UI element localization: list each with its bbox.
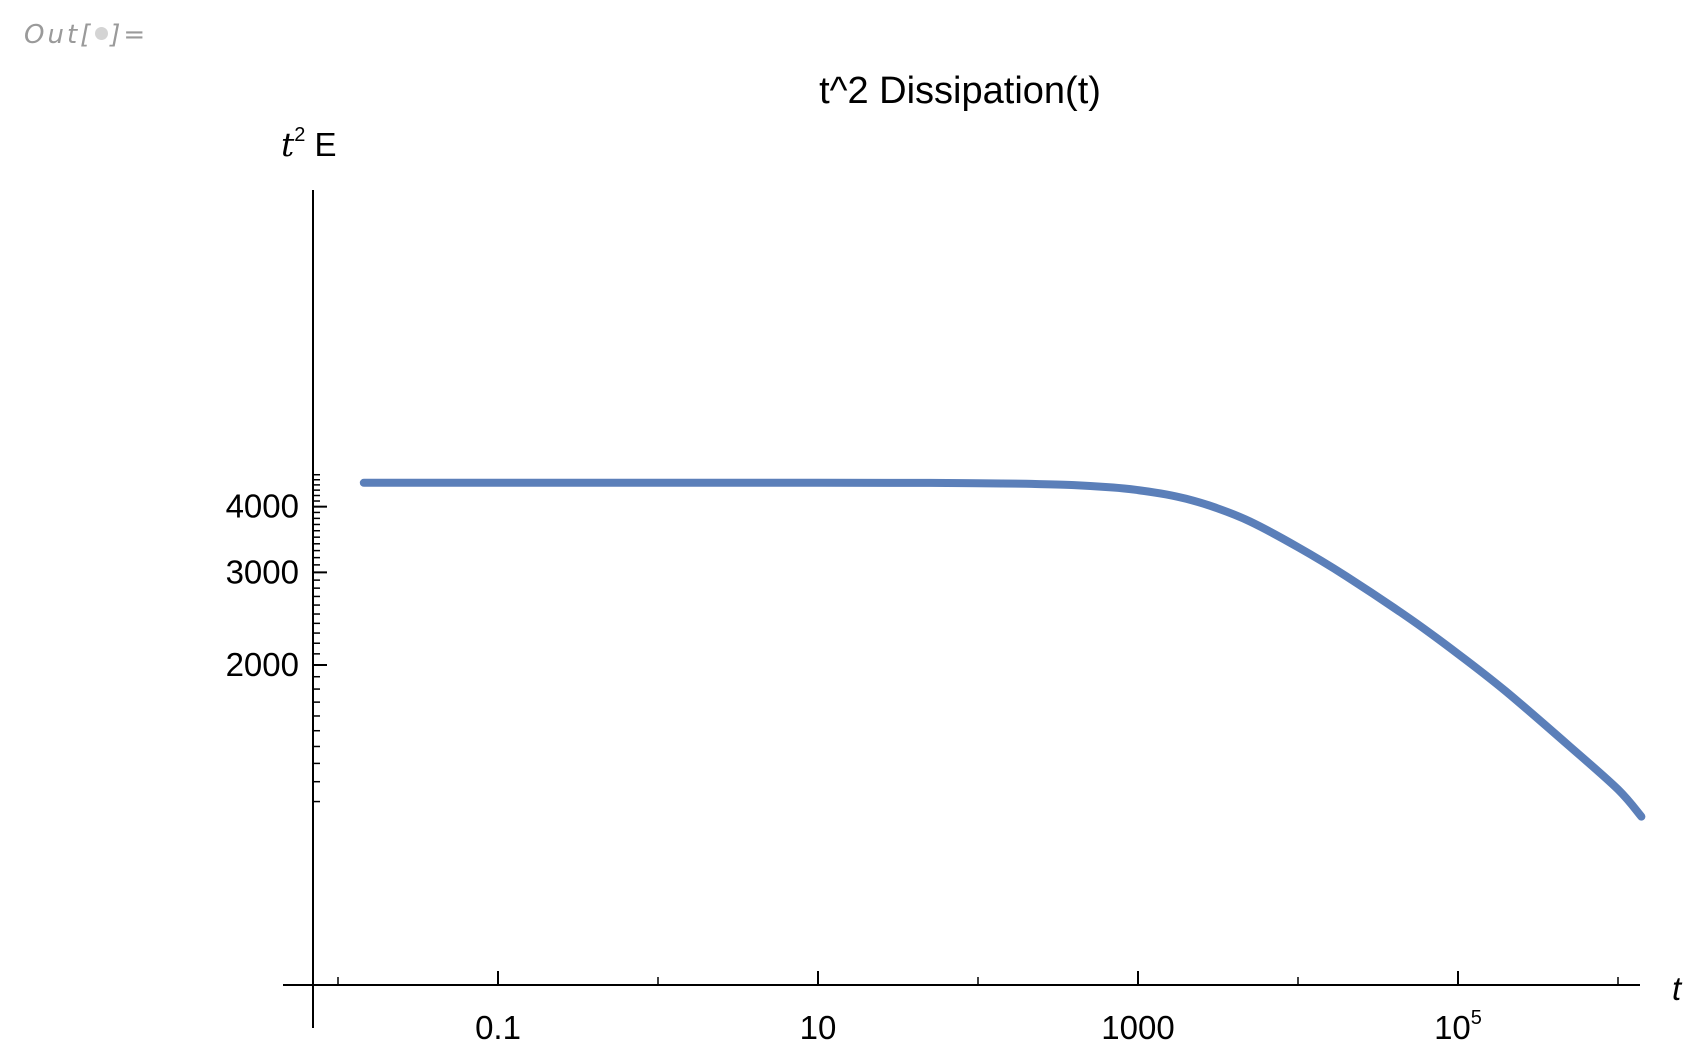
y-tick-label: 3000 [226, 553, 299, 590]
x-tick-label-base: 10 [1434, 1009, 1471, 1046]
series-line [359, 478, 1646, 821]
x-tick-label: 10 [800, 1009, 837, 1046]
cell-indicator-dot-icon [95, 27, 109, 40]
y-tick-label: 2000 [226, 646, 299, 683]
x-tick-label: 0.1 [475, 1009, 521, 1046]
y-tick-label: 4000 [226, 488, 299, 525]
output-prompt-prefix: Out[ [24, 20, 94, 50]
y-axis-label-sup: 2 [294, 124, 305, 146]
x-tick-label-sup: 5 [1471, 1007, 1482, 1029]
x-ticks: 0.1 10 1000 105 [337, 971, 1619, 1046]
y-axis-label-base: t [281, 125, 295, 164]
output-prompt-suffix: ]= [110, 20, 149, 50]
x-tick-label: 1000 [1101, 1009, 1174, 1046]
y-axis-label: t2 E [281, 124, 337, 164]
x-axis-label: t [1672, 970, 1683, 1007]
y-ticks: 2000 3000 4000 [226, 473, 327, 803]
chart-title: t^2 Dissipation(t) [819, 70, 1101, 112]
x-tick-label: 105 [1434, 1007, 1482, 1046]
y-axis-label-rest: E [305, 126, 336, 163]
output-cell-label: Out[ ]= [24, 20, 148, 50]
